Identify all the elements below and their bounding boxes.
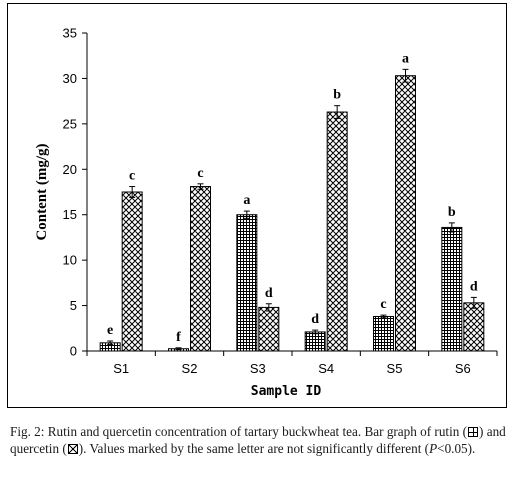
bar-quercetin-s5 — [395, 75, 416, 352]
x-tick-label-s4: S4 — [318, 361, 334, 376]
caption-text-3: ). Values marked by the same letter are … — [78, 441, 430, 456]
significance-letter-quercetin-s4: b — [333, 88, 341, 103]
caption-text-1: Fig. 2: Rutin and quercetin concentratio… — [10, 424, 468, 439]
bar-rutin-s5 — [373, 315, 394, 352]
bar-rutin-s3 — [236, 214, 258, 352]
x-axis-title: Sample ID — [251, 384, 322, 399]
y-tick-label: 15 — [63, 207, 77, 222]
significance-letter-rutin-s6: b — [448, 205, 456, 220]
significance-letter-quercetin-s5: a — [402, 51, 409, 66]
caption-text-2: ) and quercetin ( — [10, 424, 506, 456]
x-tick-label-s3: S3 — [250, 361, 266, 376]
y-axis-title: Content (mg/g) — [34, 143, 50, 240]
bar-chart: 0 5 10 15 20 25 30 35 S1 S2 S3 S4 S5 S6 Sample ID Conte… — [34, 26, 498, 400]
labels: 0 5 10 15 20 25 30 35 S1 S2 S3 S4 S5 S6 Sample ID Conte… — [34, 26, 478, 400]
significance-letter-quercetin-s1: c — [129, 169, 135, 184]
significance-letter-quercetin-s6: d — [470, 279, 478, 294]
y-tick-label: 25 — [63, 116, 77, 131]
significance-letter-quercetin-s3: d — [265, 286, 273, 301]
bar-quercetin-s4 — [326, 111, 348, 352]
bar-quercetin-s3 — [258, 306, 280, 352]
significance-letter-rutin-s3: a — [243, 193, 250, 208]
significance-letter-rutin-s1: e — [107, 323, 113, 338]
figure-caption: Fig. 2: Rutin and quercetin concentratio… — [10, 423, 508, 457]
bar-quercetin-s6 — [463, 302, 485, 352]
significance-letter-quercetin-s2: c — [197, 166, 203, 181]
rutin-pattern-icon — [468, 427, 479, 437]
axes — [82, 32, 498, 356]
y-tick-label: 20 — [63, 162, 77, 177]
x-tick-label-s6: S6 — [455, 361, 471, 376]
bar-quercetin-s1 — [121, 191, 143, 352]
y-tick-label: 30 — [63, 71, 77, 86]
x-tick-label-s5: S5 — [387, 361, 403, 376]
significance-letter-rutin-s4: d — [311, 312, 319, 327]
significance-letter-rutin-s2: f — [176, 330, 181, 345]
caption-text-4: <0.05). — [437, 441, 476, 456]
y-tick-label: 35 — [63, 26, 77, 41]
bar-rutin-s6 — [441, 226, 463, 352]
x-tick-label-s2: S2 — [182, 361, 198, 376]
quercetin-pattern-icon — [67, 444, 78, 454]
bar-rutin-s4 — [304, 331, 326, 352]
y-tick-label: 5 — [70, 298, 77, 313]
caption-p-italic: P — [429, 441, 438, 456]
x-tick-label-s1: S1 — [113, 361, 129, 376]
y-tick-label: 10 — [63, 253, 77, 268]
chart-frame — [7, 3, 507, 408]
bar-quercetin-s2 — [190, 186, 211, 352]
bars — [99, 68, 485, 352]
y-tick-label: 0 — [70, 344, 77, 359]
significance-letter-rutin-s5: c — [380, 297, 386, 312]
